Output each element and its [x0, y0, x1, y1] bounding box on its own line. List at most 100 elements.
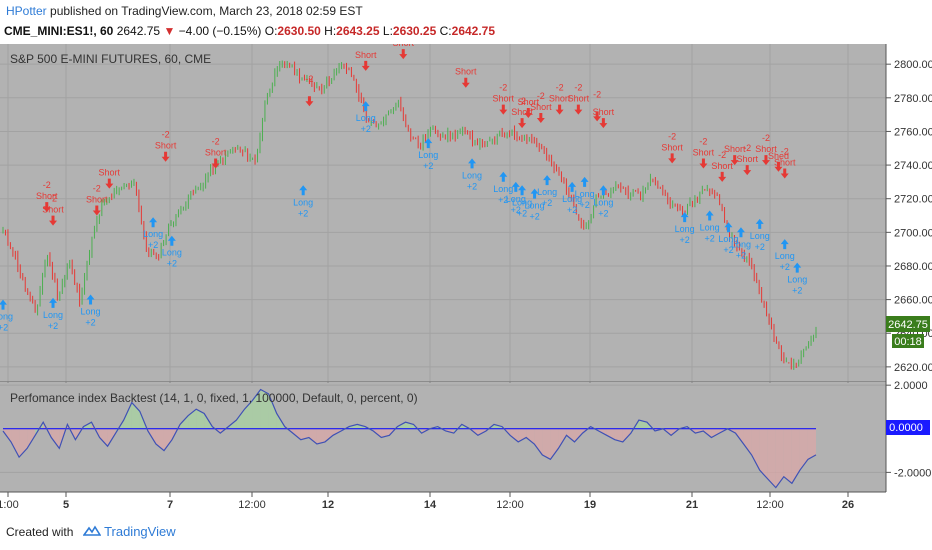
price-tick-label: 2740.00: [894, 160, 932, 172]
index-area-negative: [300, 428, 309, 440]
long-signal-qty: +2: [85, 318, 95, 328]
long-signal-qty: +2: [467, 181, 477, 191]
countdown-badge: [892, 334, 924, 348]
short-signal-label: Short: [549, 94, 571, 104]
price-tick-label: 2780.00: [894, 93, 932, 105]
price-change: −4.00 (−0.15%): [178, 24, 262, 38]
symbol-header: CME_MINI:ES1!, 60 2642.75 ▼ −4.00 (−0.15…: [4, 24, 495, 38]
long-signal-label: Long: [143, 229, 163, 239]
index-area-negative: [316, 428, 325, 445]
long-arrow-icon: [705, 210, 714, 221]
long-arrow-icon: [518, 185, 527, 196]
short-signal-label: Short: [511, 107, 533, 117]
index-area-negative: [807, 428, 816, 460]
chart-canvas[interactable]: Long+2Short-2Short-2Long+2Short-2Long+2S…: [0, 44, 932, 520]
long-signal-qty: +2: [529, 212, 539, 222]
short-arrow-icon: [555, 104, 564, 115]
short-arrow-icon: [668, 153, 677, 164]
index-area-negative: [292, 428, 301, 440]
footer: Created with TradingView: [6, 524, 176, 539]
time-tick-label: 1:00: [0, 499, 19, 511]
time-tick-label: 12:00: [238, 499, 266, 511]
short-signal-qty: -2: [593, 89, 601, 99]
indicator-title: Perfomance index Backtest (14, 1, 0, fix…: [10, 391, 418, 405]
index-line: [2, 388, 817, 489]
publish-header: HPotter published on TradingView.com, Ma…: [6, 4, 363, 18]
index-area-negative: [799, 428, 808, 471]
long-signal-qty: +2: [0, 323, 8, 333]
short-signal-qty: -2: [574, 83, 582, 93]
strategy-signals: Long+2Short-2Short-2Long+2Short-2Long+2S…: [0, 44, 807, 333]
long-signal-label: Long: [162, 248, 182, 258]
long-signal-label: Long: [562, 194, 582, 204]
long-arrow-icon: [755, 218, 764, 229]
long-signal-label: Long: [293, 197, 313, 207]
index-area-negative: [622, 428, 631, 442]
short-signal-label: Short: [568, 94, 590, 104]
long-signal-label: Long: [0, 312, 13, 322]
long-signal-label: Long: [700, 222, 720, 232]
long-signal-qty: +2: [723, 245, 733, 255]
short-signal-qty: -2: [212, 136, 220, 146]
long-signal-label: Long: [750, 231, 770, 241]
main-pane-title: S&P 500 E-MINI FUTURES, 60, CME: [10, 52, 211, 66]
index-area-negative: [614, 428, 623, 442]
long-arrow-icon: [299, 185, 308, 196]
index-area-positive: [268, 393, 277, 429]
short-arrow-icon: [536, 113, 545, 124]
index-value-badge: [886, 420, 930, 435]
short-signal-label: Short: [593, 107, 615, 117]
author-link[interactable]: HPotter: [6, 4, 47, 18]
index-area-positive: [180, 415, 189, 429]
price-axis[interactable]: [886, 44, 932, 492]
index-area-positive: [196, 409, 205, 429]
index-area-negative: [566, 428, 575, 442]
long-signal-qty: +2: [511, 205, 521, 215]
index-area-negative: [606, 428, 615, 440]
long-arrow-icon: [793, 262, 802, 273]
long-signal-qty: +2: [542, 198, 552, 208]
time-tick-label: 21: [686, 499, 698, 511]
index-area-negative: [11, 428, 20, 458]
index-area-negative: [163, 428, 173, 451]
countdown-badge-text: 00:18: [894, 336, 922, 348]
long-signal-label: Long: [506, 194, 526, 204]
short-signal-qty: -2: [699, 136, 707, 146]
long-arrow-icon: [361, 101, 370, 112]
short-signal-label: Short: [724, 144, 746, 154]
short-signal-label: Short: [711, 161, 733, 171]
short-arrow-icon: [105, 178, 114, 189]
short-arrow-icon: [524, 107, 533, 118]
price-tick-label: 2760.00: [894, 126, 932, 138]
long-arrow-icon: [599, 185, 608, 196]
short-arrow-icon: [743, 165, 752, 176]
long-arrow-icon: [468, 158, 477, 169]
long-signal-qty: +2: [517, 208, 527, 218]
short-arrow-icon: [211, 158, 220, 169]
long-arrow-icon: [543, 175, 552, 186]
long-arrow-icon: [580, 176, 589, 187]
long-arrow-icon: [736, 227, 745, 238]
long-signal-label: Long: [775, 251, 795, 261]
short-signal-qty: -2: [49, 194, 57, 204]
short-signal-label: Short: [205, 147, 227, 157]
short-arrow-icon: [780, 168, 789, 179]
long-signal-qty: +2: [361, 124, 371, 134]
index-area-negative: [550, 428, 559, 460]
tradingview-logo-icon[interactable]: [82, 525, 102, 537]
short-signal-qty: -2: [305, 74, 313, 84]
long-signal-qty: +2: [298, 208, 308, 218]
time-axis[interactable]: [0, 492, 932, 516]
open-value: 2630.50: [277, 24, 321, 38]
index-area-positive: [405, 422, 414, 429]
short-signal-qty: -2: [43, 180, 51, 190]
short-signal-qty: -2: [499, 83, 507, 93]
index-area-negative: [27, 428, 36, 449]
index-area-negative: [510, 428, 519, 442]
index-area-negative: [526, 428, 535, 445]
short-signal-qty: -2: [668, 131, 676, 141]
price-tick-label: 2700.00: [894, 227, 932, 239]
tradingview-brand-link[interactable]: TradingView: [104, 524, 176, 539]
price-tick-label: 2800.00: [894, 59, 932, 71]
index-area-negative: [542, 428, 551, 460]
